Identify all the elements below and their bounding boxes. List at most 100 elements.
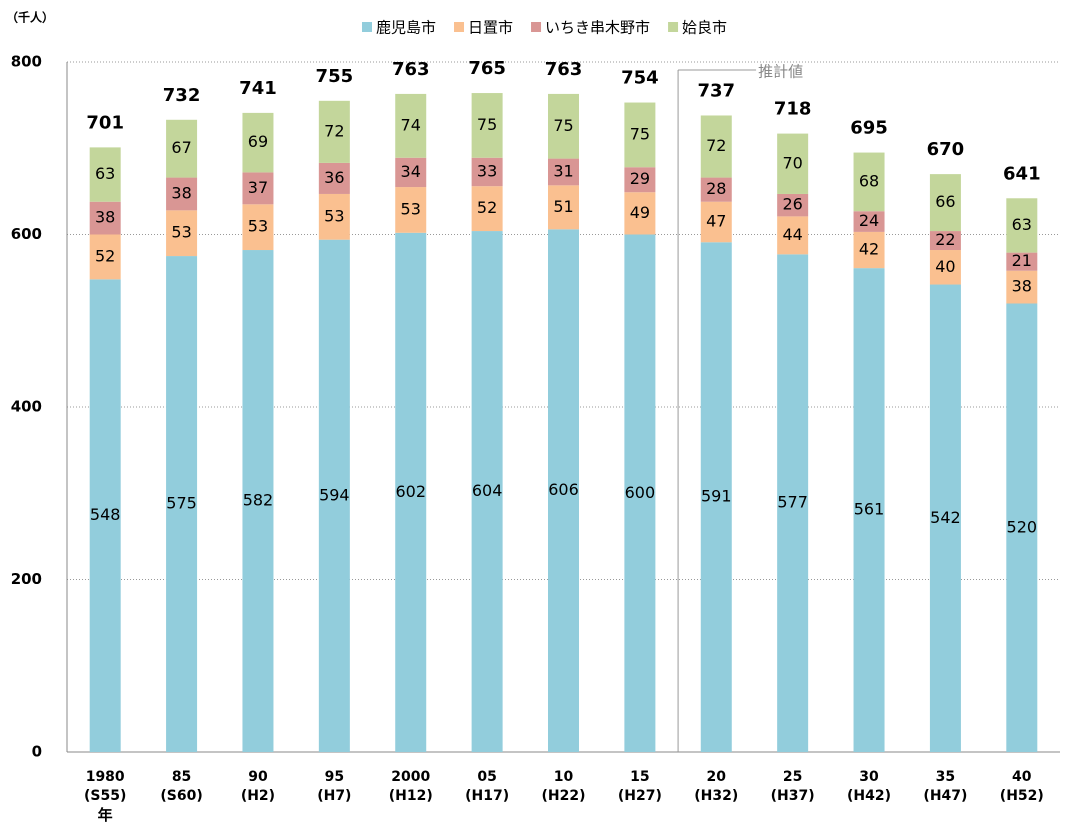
value-label: 49 xyxy=(630,203,650,222)
total-label: 737 xyxy=(697,80,735,101)
value-label: 548 xyxy=(90,505,121,524)
value-label: 38 xyxy=(1012,277,1032,296)
bar-segment xyxy=(700,201,732,243)
bar-segment xyxy=(471,93,503,158)
value-label: 70 xyxy=(782,153,802,172)
bar-segment xyxy=(395,93,427,158)
value-label: 69 xyxy=(248,132,268,151)
value-label: 74 xyxy=(401,115,421,134)
bar-segment xyxy=(548,158,579,186)
value-label: 53 xyxy=(401,199,421,218)
legend-swatch xyxy=(362,22,372,32)
value-label: 34 xyxy=(401,162,421,181)
bar-segment xyxy=(548,229,579,752)
total-label: 701 xyxy=(86,112,124,133)
bar-segment xyxy=(242,250,274,752)
value-label: 67 xyxy=(171,138,191,157)
value-label: 575 xyxy=(166,494,197,513)
bar-segment xyxy=(777,254,809,752)
bar-segment xyxy=(777,193,809,217)
x-tick-label: 85 (S60) xyxy=(160,769,203,804)
value-label: 38 xyxy=(171,183,191,202)
bar-segment xyxy=(700,242,732,752)
value-label: 38 xyxy=(95,208,115,227)
value-label: 72 xyxy=(324,121,344,140)
value-label: 21 xyxy=(1012,251,1032,270)
value-label: 577 xyxy=(777,493,808,512)
value-label: 22 xyxy=(935,230,955,249)
total-label: 741 xyxy=(239,78,277,99)
value-label: 26 xyxy=(782,195,802,214)
bar-segment xyxy=(318,239,350,753)
value-label: 37 xyxy=(248,178,268,197)
total-label: 765 xyxy=(468,58,506,79)
x-tick-label: 2000 (H12) xyxy=(388,769,433,804)
legend-label: 日置市 xyxy=(468,19,513,37)
bar-segment xyxy=(471,231,503,753)
value-label: 24 xyxy=(859,211,879,230)
total-label: 763 xyxy=(392,59,430,80)
total-label: 754 xyxy=(621,68,659,89)
y-tick-label: 800 xyxy=(11,53,42,71)
y-unit: （千人） xyxy=(6,10,54,25)
bar-segment xyxy=(929,231,961,251)
value-label: 31 xyxy=(553,161,573,180)
bar-segment xyxy=(700,115,732,178)
legend-label: 鹿児島市 xyxy=(376,19,436,37)
legend-label: いちき串木野市 xyxy=(545,19,650,37)
bar-segment xyxy=(1006,252,1038,271)
value-label: 66 xyxy=(935,192,955,211)
bar-segment xyxy=(1006,270,1038,304)
total-label: 732 xyxy=(163,85,201,106)
annotation: 推計値 xyxy=(758,63,803,81)
bar-segment xyxy=(395,187,427,233)
y-tick-label: 0 xyxy=(32,743,42,761)
value-label: 542 xyxy=(930,508,961,527)
bar-segment xyxy=(929,284,961,752)
value-label: 53 xyxy=(324,206,344,225)
x-tick-label: 35 (H47) xyxy=(923,769,968,804)
bar-segment xyxy=(318,193,350,240)
y-tick-label: 600 xyxy=(11,225,42,243)
value-label: 561 xyxy=(854,500,885,519)
bar-segment xyxy=(242,172,274,205)
x-tick-label: 10 (H22) xyxy=(541,769,586,804)
bar-segment xyxy=(89,201,121,235)
bar-segment xyxy=(624,102,656,168)
bar-segment xyxy=(166,119,198,178)
x-tick-label: 25 (H37) xyxy=(770,769,815,804)
bar-segment xyxy=(624,234,656,752)
value-label: 28 xyxy=(706,179,726,198)
bar-segment xyxy=(700,177,732,202)
bar-segment xyxy=(853,268,885,752)
bar-segment xyxy=(548,185,579,230)
value-label: 591 xyxy=(701,487,732,506)
legend-swatch xyxy=(668,22,679,32)
x-tick-label: 20 (H32) xyxy=(694,769,739,804)
value-label: 53 xyxy=(248,217,268,236)
total-label: 755 xyxy=(316,66,354,87)
x-tick-label: 15 (H27) xyxy=(617,769,662,804)
value-label: 63 xyxy=(95,164,115,183)
value-label: 52 xyxy=(477,198,497,217)
bar-segment xyxy=(1006,303,1038,752)
value-label: 36 xyxy=(324,168,344,187)
total-label: 718 xyxy=(774,99,812,120)
value-label: 594 xyxy=(319,485,350,504)
bar-segment xyxy=(471,186,503,232)
bar-segment xyxy=(166,210,198,257)
bar-segment xyxy=(1006,198,1038,253)
bar-segment xyxy=(777,216,809,255)
total-label: 695 xyxy=(850,118,888,139)
value-label: 53 xyxy=(171,223,191,242)
bar-segment xyxy=(777,133,809,194)
value-label: 602 xyxy=(395,482,426,501)
value-label: 72 xyxy=(706,136,726,155)
bar-segment xyxy=(853,152,885,212)
value-label: 604 xyxy=(472,481,503,500)
x-tick-label: 1980 (S55) xyxy=(84,769,127,804)
bar-segment xyxy=(395,157,427,188)
bar-segment xyxy=(853,231,885,269)
